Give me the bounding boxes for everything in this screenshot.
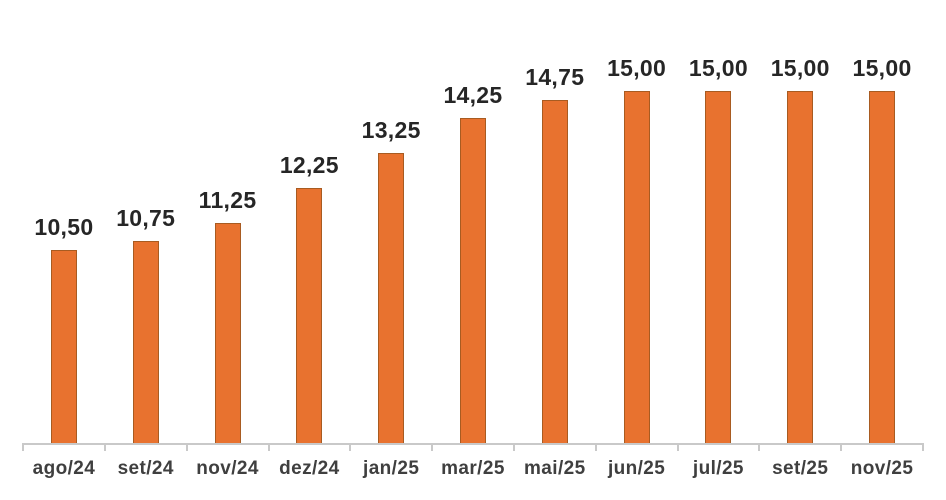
x-axis-tick (512, 445, 515, 451)
bar-column: 10,75 (105, 0, 187, 444)
x-axis-label: jul/25 (692, 458, 744, 479)
bar-column: 11,25 (187, 0, 269, 444)
x-axis-tick (267, 445, 270, 451)
bar-value-label: 11,25 (198, 187, 257, 214)
x-axis-label: mai/25 (524, 458, 586, 479)
x-axis-tick (594, 445, 597, 451)
bar (132, 241, 159, 444)
bar-column: 10,50 (23, 0, 105, 444)
bar-column: 15,00 (841, 0, 923, 444)
bar-value-label: 13,25 (361, 116, 421, 143)
bar-column: 14,25 (432, 0, 514, 444)
x-axis-label: jun/25 (607, 458, 666, 479)
x-axis-label: dez/24 (279, 458, 340, 479)
x-axis-tick (431, 445, 434, 451)
x-axis-label: set/24 (117, 458, 174, 479)
bar (787, 91, 814, 444)
x-axis-line (22, 443, 924, 445)
x-axis-tick (676, 445, 679, 451)
x-axis-label: nov/24 (196, 458, 259, 479)
bar (214, 223, 241, 444)
bar (705, 91, 732, 444)
x-axis-label: ago/24 (32, 458, 96, 479)
x-axis-labels: ago/24 set/24 nov/24 dez/24 jan/25 mar/25 mai/… (23, 458, 923, 480)
x-axis-label: set/25 (772, 458, 829, 479)
bar-column: 15,00 (759, 0, 841, 444)
x-axis-tick (840, 445, 843, 451)
x-axis-tick (185, 445, 188, 451)
bar (541, 99, 568, 444)
x-axis-label: jan/25 (363, 458, 420, 479)
x-axis-tick (758, 445, 761, 451)
bar-value-label: 15,00 (852, 55, 912, 81)
bar-column: 13,25 (350, 0, 432, 444)
x-axis-label: nov/25 (850, 458, 914, 479)
x-axis-label: mar/25 (441, 458, 505, 479)
bar-value-label: 15,00 (607, 55, 667, 81)
x-axis-tick (349, 445, 352, 451)
x-axis-tick (103, 445, 106, 451)
x-axis-tick (22, 445, 24, 451)
bar (459, 117, 486, 444)
bar-value-label: 10,50 (34, 213, 94, 240)
bar (623, 91, 650, 444)
bar-column: 15,00 (678, 0, 760, 444)
bar-column: 14,75 (514, 0, 596, 444)
bar-column: 12,25 (268, 0, 350, 444)
plot-area: 10,50 10,75 11,25 12,25 13,25 14,25 14,75 15,00… (23, 0, 923, 444)
bar-value-label: 15,00 (770, 55, 830, 81)
bar (50, 249, 77, 444)
bar (869, 91, 896, 444)
bar-value-label: 12,25 (279, 152, 339, 179)
bar (296, 188, 323, 444)
bar-value-label: 15,00 (688, 55, 748, 81)
bar-column: 15,00 (596, 0, 678, 444)
x-axis-tick (922, 445, 924, 451)
bar-value-label: 10,75 (116, 205, 176, 231)
bar-value-label: 14,25 (443, 81, 503, 108)
bar (378, 152, 405, 444)
bar-value-label: 14,75 (525, 63, 585, 90)
